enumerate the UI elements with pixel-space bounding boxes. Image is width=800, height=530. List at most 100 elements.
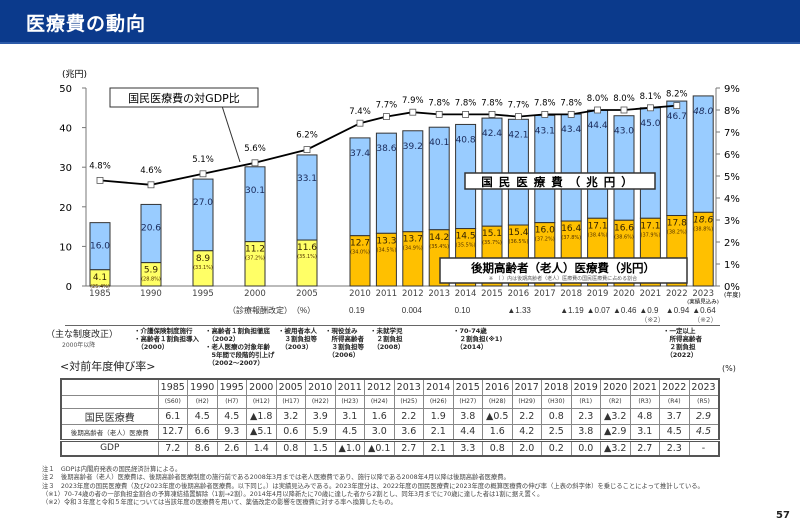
table-cell: (H27) (452, 394, 483, 409)
table-cell: 4.5 (216, 407, 247, 425)
table-cell: 1.5 (305, 438, 336, 457)
bar-value-national: 44.4 (588, 121, 608, 131)
bar-value-elderly: 16.6 (614, 223, 634, 233)
bar-value-national: 16.0 (90, 242, 110, 252)
table-cell: 3.8 (452, 407, 483, 425)
x-axis-unit: (年度) (724, 291, 741, 299)
table-cell: 5.9 (305, 423, 336, 441)
table-cell: 2019 (570, 378, 601, 396)
divider (65, 324, 720, 326)
y-right-tick-label: 2% (724, 238, 740, 249)
table-cell: 6.6 (187, 423, 218, 441)
bar-value-elderly: 18.6 (693, 215, 713, 225)
note-line: （※2）令和３年度と令和５年度については当該年度の医療費を用いて、薬価改定の影響… (42, 499, 397, 507)
note-line: 注３ 2023年度の国民医療費（及び2023年度の後期高齢者医療費。以下同じ。）… (42, 482, 704, 490)
growth-table: 1985 1990 1995 2000 2005 2010 2011 2012 2013 2014… (60, 378, 720, 457)
table-cell: 0.0 (570, 438, 601, 457)
table-cell: 2014 (423, 378, 454, 396)
y-tick-label: 10 (59, 242, 72, 253)
table-cell: 2.2 (393, 407, 424, 425)
table-cell: 0.8 (275, 438, 306, 457)
table-cell: 3.2 (275, 407, 306, 425)
bar-share-label: (35.7%) (482, 240, 502, 246)
gdp-ratio-marker (435, 111, 443, 118)
table-cell: 1.6 (364, 407, 395, 425)
x-tick-label: 1990 (140, 289, 162, 299)
row-label: 後期高齢者（老人）医療費 (60, 423, 159, 441)
reform-label: （主な制度改正） (46, 330, 119, 340)
table-cell: 2.7 (629, 438, 660, 457)
table-cell: (R1) (570, 394, 601, 409)
revision-value: 0.004 (401, 306, 422, 315)
table-cell: 2010 (305, 378, 336, 396)
bar-value-elderly: 17.1 (588, 221, 608, 231)
table-cell: 3.9 (305, 407, 336, 425)
bar-elderly-cost (402, 231, 424, 287)
gdp-ratio-line (99, 104, 677, 186)
table-cell: 1985 (157, 378, 188, 396)
table-cell: (H24) (364, 394, 395, 409)
gdp-ratio-label: 8.1% (640, 92, 662, 102)
table-cell: 0.2 (541, 438, 572, 457)
gdp-ratio-label: 7.8% (534, 98, 556, 108)
row-label (60, 378, 159, 396)
bar-value-national: 33.1 (297, 174, 317, 184)
x-tick-label: 2014 (455, 289, 477, 299)
table-cell: 4.5 (659, 423, 690, 441)
bar-national-cost (192, 178, 214, 252)
table-cell: 2000 (246, 378, 277, 396)
table-cell: 3.0 (364, 423, 395, 441)
note-line: （※1）70-74歳の者の一部負担金割合の予算凍結措置解除（1割→2割）。201… (42, 490, 544, 498)
table-cell: 2.6 (216, 438, 247, 457)
x-tick-label: 2020 (613, 289, 635, 299)
table-cell: (S60) (157, 394, 188, 409)
reform-item: ・被用者本人 ３割負担等 （2003） (278, 327, 317, 351)
gdp-ratio-label: 8.0% (613, 94, 635, 104)
table-cell: (H23) (334, 394, 365, 409)
revision-value: ▲1.19 (560, 306, 584, 315)
bar-value-national: 43.4 (561, 125, 581, 135)
reform-item: ・介護保険制度施行 ・高齢者１割負担導入 （2000） (134, 327, 199, 351)
gdp-ratio-marker (356, 119, 364, 127)
table-cell: 3.1 (334, 407, 365, 425)
y-right-tick-label: 9% (724, 84, 740, 95)
gdp-ratio-label: 8.2% (666, 90, 688, 100)
gdp-ratio-label: 6.2% (296, 131, 318, 141)
bar-elderly-cost (375, 232, 397, 287)
gdp-ratio-label: 5.1% (192, 155, 214, 165)
table-cell: ▲2.9 (600, 423, 631, 441)
gdp-ratio-marker (462, 111, 470, 118)
bar-value-national: 38.6 (376, 144, 396, 154)
note-line: 注２ 後期高齢者（老人）医療費は、後期高齢者医療制度の施行前である2008年3月… (42, 474, 510, 482)
table-cell: 2022 (659, 378, 690, 396)
gdp-ratio-marker (673, 102, 681, 109)
table-cell: 2.1 (423, 423, 454, 441)
note-line: 注１ GDPは内閣府発表の国民経済計算による。 (42, 466, 182, 473)
gdp-ratio-marker (199, 170, 207, 178)
bar-value-elderly: 11.2 (245, 245, 265, 255)
gdp-ratio-label: 7.7% (508, 101, 530, 111)
bar-share-label: (38.4%) (588, 232, 608, 238)
gdp-ratio-label: 7.9% (402, 96, 424, 106)
elderly-legend-box (439, 257, 688, 284)
bar-share-label: (37.2%) (245, 256, 265, 262)
reform-item: ・現役並み 所得高齢者 ３割負担等 （2006） (325, 327, 364, 359)
table-cell: 3.8 (570, 423, 601, 441)
gdp-ratio-marker (567, 111, 575, 118)
y-axis-unit: (兆円) (62, 69, 87, 80)
reform-item: ・未就学児 ２割負担 （2008） (370, 327, 405, 351)
table-cell: 7.2 (157, 438, 188, 457)
table-cell: 2016 (482, 378, 513, 396)
y-right-tick-label: 3% (724, 216, 740, 227)
x-tick-label: 2000 (244, 289, 266, 299)
table-cell: ▲3.2 (600, 407, 631, 425)
x-tick-label: 2010 (349, 289, 371, 299)
bar-value-elderly: 13.7 (403, 235, 423, 245)
table-cell: 8.6 (187, 438, 218, 457)
revision-value: ▲0.9 (639, 306, 659, 315)
gdp-ratio-label: 4.6% (140, 166, 162, 176)
bar-value-elderly: 17.8 (667, 219, 687, 229)
gdp-ratio-marker (251, 159, 259, 167)
gdp-ratio-marker (96, 176, 104, 184)
y-tick-label: 0 (66, 282, 72, 293)
